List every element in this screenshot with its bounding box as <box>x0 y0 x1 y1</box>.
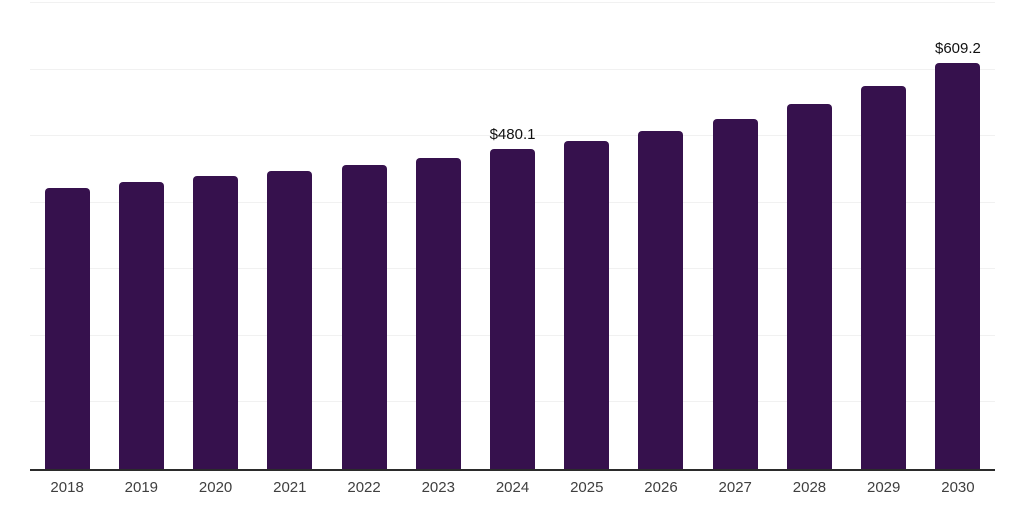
x-tick-label-2027: 2027 <box>718 479 752 496</box>
gridline-500 <box>30 135 995 137</box>
bar-2025 <box>564 141 610 469</box>
bar-band-2018 <box>30 3 104 469</box>
bar-band-2021 <box>253 3 327 469</box>
value-label-2030: $609.2 <box>934 40 981 58</box>
x-tick-label-2024: 2024 <box>495 479 530 496</box>
plot-area: $480.1 $609.2 <box>30 2 995 471</box>
bar-2022 <box>341 164 387 469</box>
bar-2024 <box>490 149 536 469</box>
bars-row: $480.1 $609.2 <box>30 3 995 469</box>
bar-band-2024: $480.1 <box>475 3 549 469</box>
gridline-700 <box>30 2 995 3</box>
x-tick-label-2018: 2018 <box>50 479 84 496</box>
bar-band-2023 <box>401 3 475 469</box>
bar-band-2022 <box>327 3 401 469</box>
bar-band-2025 <box>550 3 624 469</box>
bar-2019 <box>118 182 164 469</box>
bar-2020 <box>193 176 239 469</box>
bar-2029 <box>861 85 907 469</box>
bar-2026 <box>638 131 684 469</box>
bar-2028 <box>786 104 832 469</box>
x-tick-label-2028: 2028 <box>792 479 827 496</box>
bar-band-2019 <box>104 3 178 469</box>
bar-2027 <box>712 118 758 469</box>
bar-band-2028 <box>772 3 846 469</box>
x-tick-label-2030: 2030 <box>941 479 975 496</box>
bar-band-2027 <box>698 3 772 469</box>
gridline-600 <box>30 68 995 70</box>
x-tick-label-2026: 2026 <box>644 479 678 496</box>
x-tick-label-2025: 2025 <box>570 479 604 496</box>
bar-2030 <box>935 63 981 469</box>
bar-band-2020 <box>178 3 252 469</box>
bar-2018 <box>44 188 90 469</box>
x-tick-label-2023: 2023 <box>421 479 455 496</box>
x-tick-label-2022: 2022 <box>347 479 381 496</box>
bar-band-2029 <box>847 3 921 469</box>
x-tick-label-2019: 2019 <box>124 479 159 496</box>
x-axis-labels: 2018 2019 2020 2021 2022 2023 2024 2025 2026 2027… <box>30 479 995 496</box>
bar-band-2030: $609.2 <box>921 3 995 469</box>
x-tick-label-2020: 2020 <box>198 479 233 496</box>
bar-2021 <box>267 171 313 469</box>
bar-2023 <box>415 157 461 469</box>
value-label-2024: $480.1 <box>489 126 536 144</box>
x-tick-label-2021: 2021 <box>273 479 307 496</box>
x-tick-label-2029: 2029 <box>867 479 901 496</box>
bar-band-2026 <box>624 3 698 469</box>
